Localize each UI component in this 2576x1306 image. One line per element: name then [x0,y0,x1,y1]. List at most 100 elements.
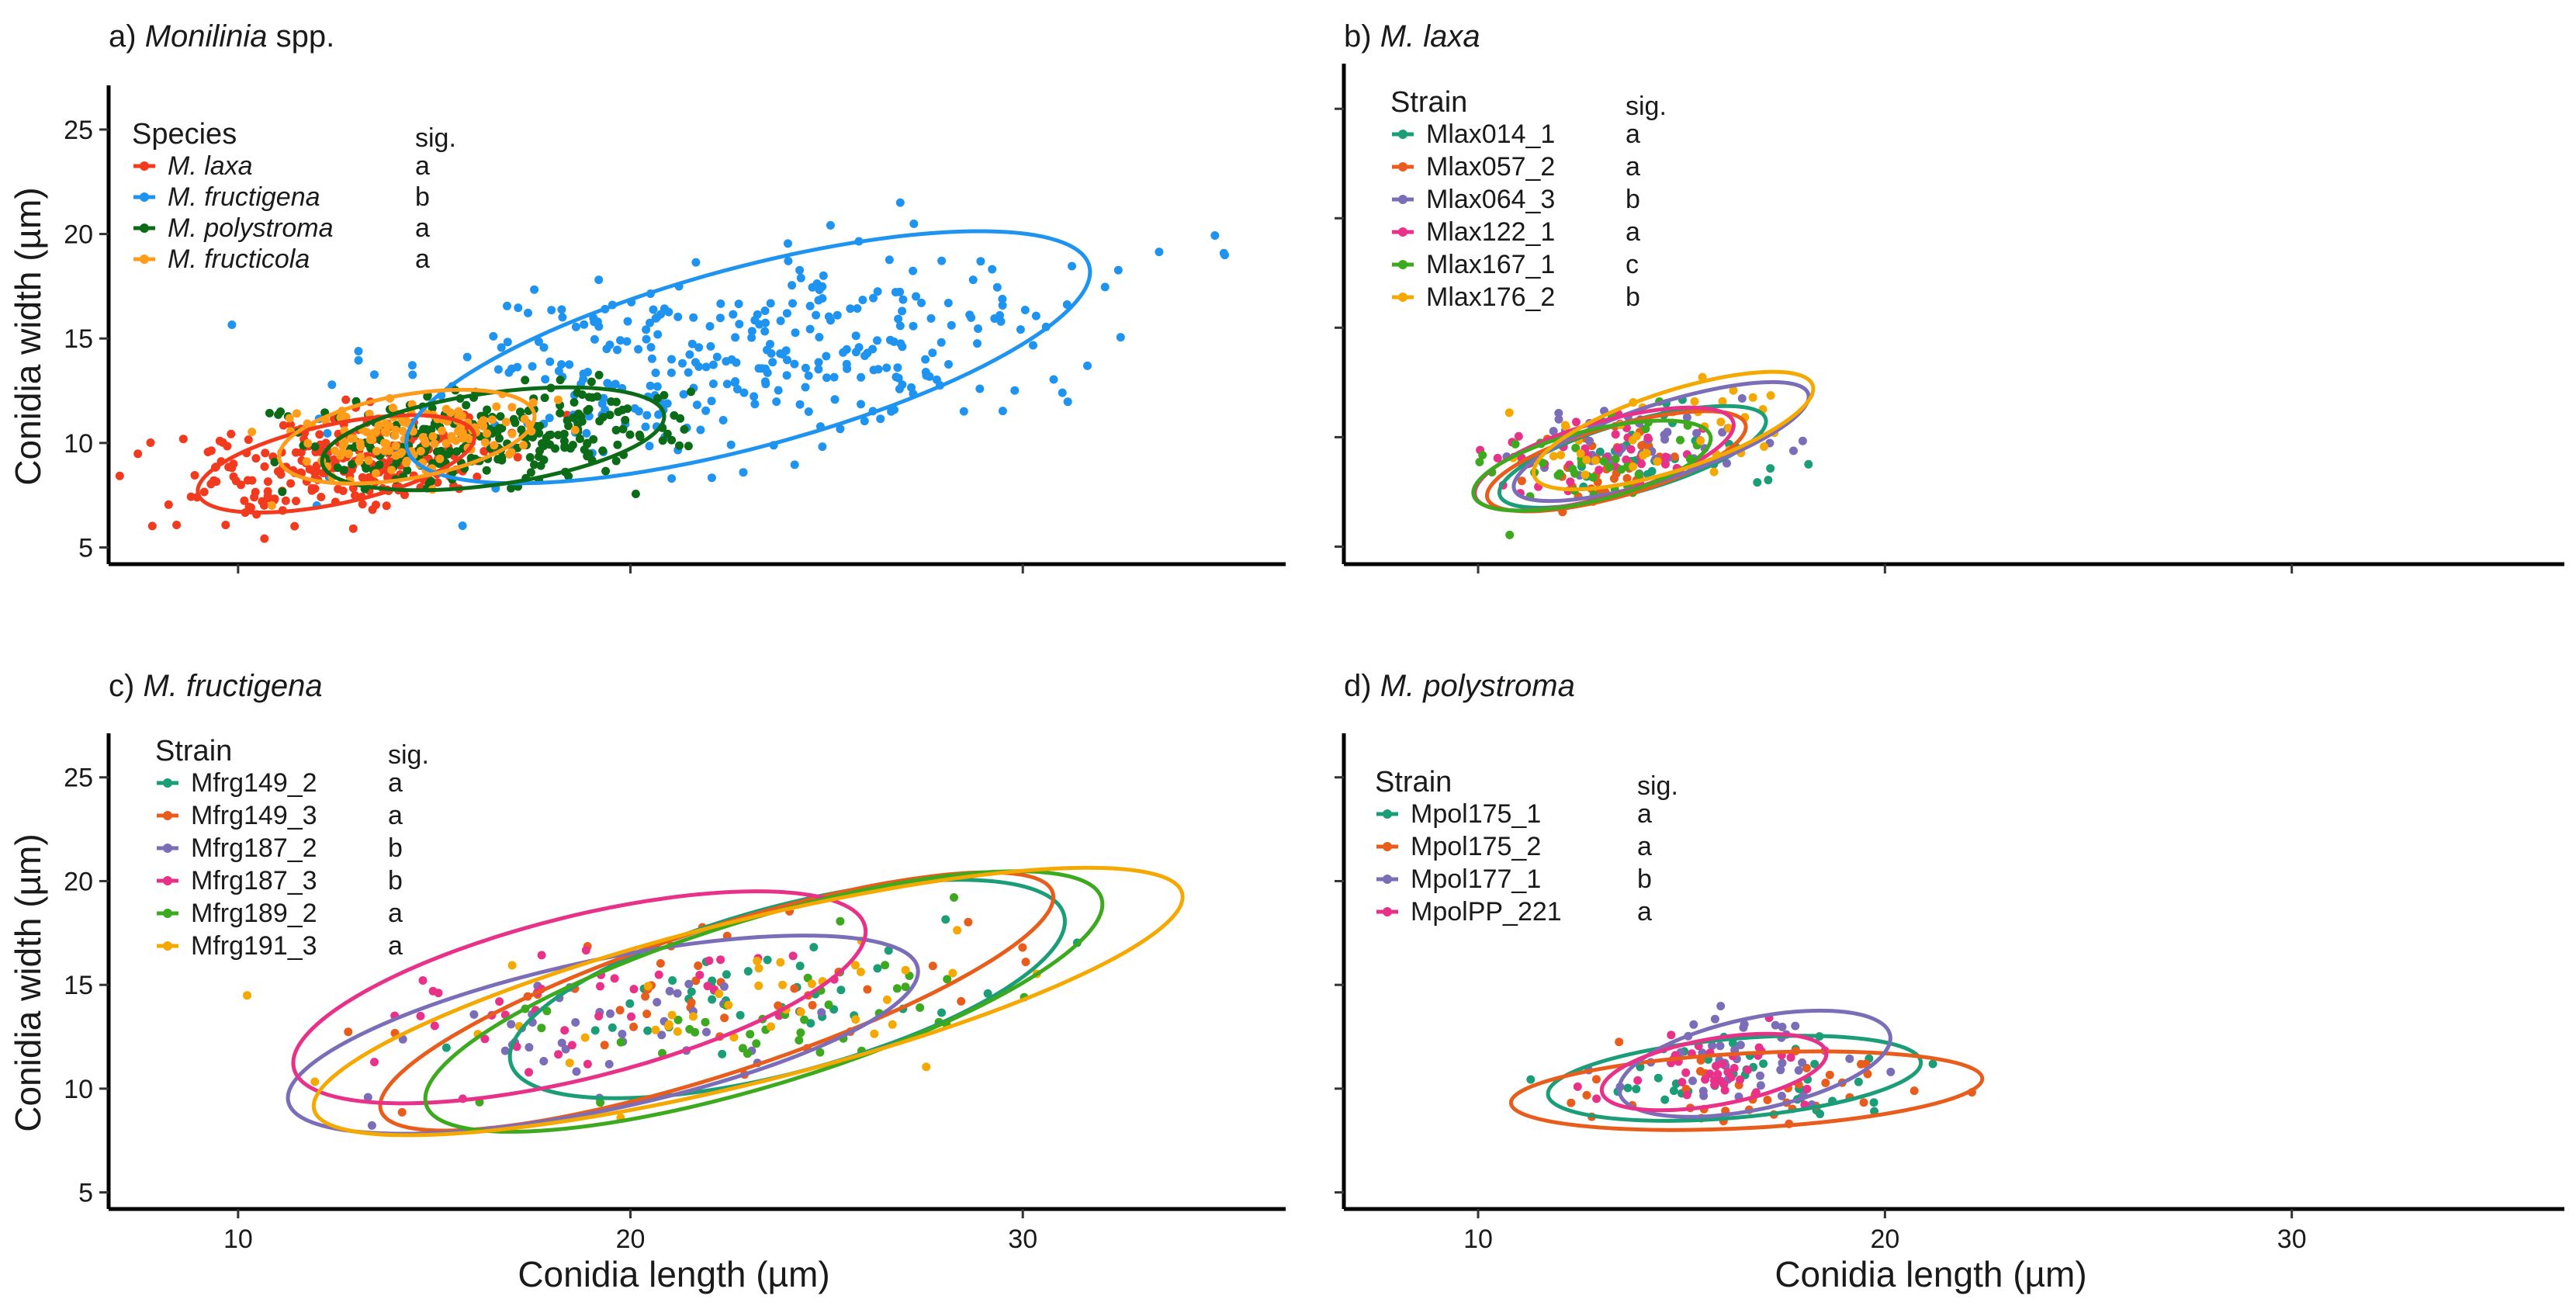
data-point [1771,1020,1780,1030]
legend-item: Mpol175_2 a [1376,832,1652,861]
legend-label: Mpol175_2 [1411,832,1541,861]
legend-label: Mpol175_1 [1411,799,1541,829]
data-point [658,436,667,445]
data-point [736,1010,745,1020]
data-point [646,381,655,390]
data-point [370,370,379,379]
data-point [1611,455,1620,464]
data-point [1556,450,1566,459]
data-point [1718,1059,1727,1069]
data-point [894,314,903,324]
data-point [1549,452,1558,461]
data-point [646,318,654,327]
data-point [676,414,685,423]
data-point [480,1034,490,1044]
data-point [583,1059,592,1069]
data-point [115,471,124,480]
data-point [574,409,583,418]
data-point [534,337,543,346]
data-point [408,370,417,379]
data-point [1031,311,1040,320]
data-point [1592,1075,1601,1084]
data-point [729,1033,739,1042]
data-point [494,424,504,433]
legend-item: Mlax176_2 b [1392,282,1640,312]
data-point [893,363,902,372]
data-point [763,955,772,965]
data-point [339,466,348,475]
data-point [372,446,381,456]
legend-label: Mlax014_1 [1426,120,1555,149]
data-point [998,294,1007,303]
panel-title: a) Monilinia spp. [109,19,334,54]
panel-c: c) M. fructigena 10 20 30 5 10 15 20 25 Conidia l… [8,669,1286,1294]
data-point [600,1041,609,1050]
data-point [921,368,930,376]
plot-area [243,865,1185,1138]
data-point [778,980,788,989]
data-point [814,296,823,305]
data-point [1705,1069,1715,1079]
data-point [237,480,245,490]
data-point [807,979,816,989]
data-point [1526,1075,1536,1084]
data-point [423,392,432,401]
data-point [882,363,892,372]
data-point [473,473,482,481]
legend-key-point [1383,907,1392,916]
data-point [524,308,532,317]
data-point [1632,1084,1641,1093]
data-point [248,428,257,437]
data-point [598,446,608,456]
y-axis-label: Conidia width (µm) [8,187,48,485]
data-point [560,442,570,451]
data-point [605,340,615,349]
data-point [795,961,805,971]
data-point [1505,530,1515,539]
data-point [292,409,301,418]
data-point [651,369,660,377]
legend-label: Mfrg191_3 [191,931,317,961]
data-point [715,314,725,323]
data-point [694,961,703,970]
data-point [321,438,331,448]
data-point [402,456,411,466]
legend-key-point [1383,875,1392,884]
data-point [1113,265,1123,275]
data-point [554,366,563,376]
data-point [901,982,910,992]
data-point [446,408,455,417]
y-tick-label: 5 [78,1179,93,1208]
legend-key-point [163,844,172,853]
data-point [1682,1090,1691,1100]
data-point [856,968,865,976]
data-point [438,426,446,435]
data-point [372,501,380,510]
data-point [753,956,762,965]
data-point [788,299,797,308]
legend-sig: a [388,899,403,928]
data-point [808,1000,817,1010]
data-point [783,355,791,365]
data-point [909,321,918,331]
data-point [1763,1096,1772,1104]
data-point [941,915,950,924]
data-point [570,398,579,407]
data-point [643,982,653,991]
data-point [667,355,676,364]
data-point [708,360,718,369]
data-point [873,964,882,973]
data-point [1766,391,1775,400]
confidence-ellipse [277,387,537,486]
confidence-ellipse [1471,418,1713,513]
data-point [667,368,676,377]
confidence-ellipse [1532,369,1816,492]
data-point [558,313,567,322]
data-point [367,1121,376,1130]
data-point [739,468,748,477]
data-point [1748,393,1757,402]
data-point [1701,1075,1710,1084]
data-point [495,997,504,1006]
data-point [860,417,869,426]
